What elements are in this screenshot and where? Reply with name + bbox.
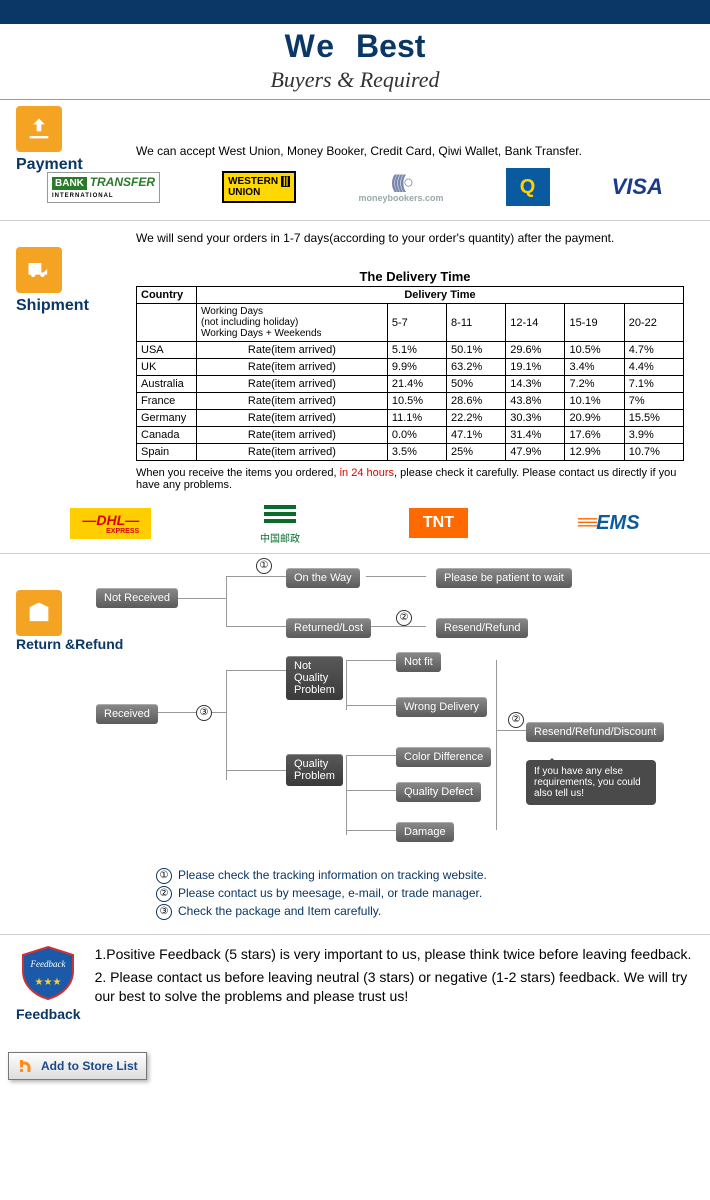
- table-row: FranceRate(item arrived)10.5%28.6%43.8%1…: [137, 393, 684, 410]
- feedback-text: 1.Positive Feedback (5 stars) is very im…: [95, 945, 694, 1006]
- table-title: The Delivery Time: [136, 269, 694, 284]
- qiwi-logo: Q: [506, 168, 550, 206]
- node-received: Received: [96, 704, 158, 724]
- shipment-label: Shipment: [16, 297, 89, 315]
- notes: ① Please check the tracking information o…: [156, 868, 694, 920]
- add-to-store-button[interactable]: Add to Store List: [8, 1052, 147, 1080]
- th-country: Country: [137, 287, 197, 304]
- feedback-line-2: 2. Please contact us before leaving neut…: [95, 968, 694, 1006]
- circle-2: ②: [396, 610, 412, 626]
- note-1: Please check the tracking information on…: [178, 868, 487, 884]
- shipping-logos: —DHL—EXPRESS 中国邮政 TNT ≡≡EMS: [16, 501, 694, 545]
- node-qp: Quality Problem: [286, 754, 343, 786]
- dhl-logo: —DHL—EXPRESS: [70, 508, 151, 539]
- note-3: Check the package and Item carefully.: [178, 904, 381, 920]
- table-row: SpainRate(item arrived)3.5%25%47.9%12.9%…: [137, 444, 684, 461]
- delivery-table: Country Delivery Time Working Days(not i…: [136, 286, 684, 461]
- node-notfit: Not fit: [396, 652, 441, 672]
- note-num-2: ②: [156, 886, 172, 902]
- node-rrd: Resend/Refund/Discount: [526, 722, 664, 742]
- circle-1: ①: [256, 558, 272, 574]
- shipment-intro: We will send your orders in 1-7 days(acc…: [136, 231, 694, 245]
- col-0: 5-7: [387, 304, 446, 342]
- flowchart: Not Received ① On the Way Please be pati…: [136, 560, 694, 860]
- return-label: Return &Refund: [16, 636, 126, 652]
- moneybookers-logo: ((((○moneybookers.com: [358, 172, 443, 203]
- visa-logo: VISA: [612, 174, 663, 200]
- table-row: USARate(item arrived)5.1%50.1%29.6%10.5%…: [137, 342, 684, 359]
- svg-text:★★★: ★★★: [35, 977, 62, 988]
- shipment-section: We will send your orders in 1-7 days(acc…: [0, 221, 710, 554]
- title-best: Best: [356, 28, 425, 64]
- western-union-logo: WESTERN ||UNION: [222, 171, 296, 203]
- title-band: We Best Buyers & Required: [0, 24, 710, 100]
- table-row: UKRate(item arrived)9.9%63.2%19.1%3.4%4.…: [137, 359, 684, 376]
- node-patient: Please be patient to wait: [436, 568, 572, 588]
- circle-2b: ②: [508, 712, 524, 728]
- note-num-1: ①: [156, 868, 172, 884]
- node-on-way: On the Way: [286, 568, 360, 588]
- after-table-note: When you receive the items you ordered, …: [136, 467, 694, 491]
- circle-3: ③: [196, 705, 212, 721]
- china-post-logo: 中国邮政: [260, 501, 300, 545]
- table-row: AustraliaRate(item arrived)21.4%50%14.3%…: [137, 376, 684, 393]
- feedback-section: Feedback ★★★ Feedback 1.Positive Feedbac…: [0, 935, 710, 1042]
- feedback-shield: Feedback ★★★ Feedback: [16, 945, 81, 1022]
- shipment-icon: [16, 247, 62, 293]
- page-title: We Best: [285, 28, 426, 65]
- svg-text:Feedback: Feedback: [30, 959, 67, 969]
- tnt-logo: TNT: [409, 508, 468, 538]
- node-not-received: Not Received: [96, 588, 178, 608]
- return-section: Return &Refund Not Received ①: [0, 554, 710, 935]
- subtitle: Buyers & Required: [0, 67, 710, 93]
- col-1: 8-11: [447, 304, 506, 342]
- node-qdefect: Quality Defect: [396, 782, 481, 802]
- table-row: CanadaRate(item arrived)0.0%47.1%31.4%17…: [137, 427, 684, 444]
- payment-text: We can accept West Union, Money Booker, …: [136, 144, 694, 158]
- payment-logos: BANK TRANSFER INTERNATIONAL WESTERN ||UN…: [16, 168, 694, 206]
- payment-section: Payment We can accept West Union, Money …: [0, 100, 710, 221]
- note-num-3: ③: [156, 904, 172, 920]
- table-row: GermanyRate(item arrived)11.1%22.2%30.3%…: [137, 410, 684, 427]
- col-3: 15-19: [565, 304, 624, 342]
- add-to-store-label: Add to Store List: [41, 1059, 138, 1073]
- col-2: 12-14: [506, 304, 565, 342]
- feedback-line-1: 1.Positive Feedback (5 stars) is very im…: [95, 945, 694, 964]
- node-wrong: Wrong Delivery: [396, 697, 487, 717]
- node-nqp: Not Quality Problem: [286, 656, 343, 700]
- top-bar: [0, 0, 710, 24]
- return-icon: [16, 590, 62, 636]
- node-colordiff: Color Difference: [396, 747, 491, 767]
- node-damage: Damage: [396, 822, 454, 842]
- working-days-cell: Working Days(not including holiday)Worki…: [197, 304, 388, 342]
- node-returned: Returned/Lost: [286, 618, 371, 638]
- payment-icon: [16, 106, 62, 152]
- th-delivery: Delivery Time: [197, 287, 684, 304]
- node-resend1: Resend/Refund: [436, 618, 528, 638]
- ems-logo: ≡≡EMS: [577, 512, 640, 535]
- col-4: 20-22: [624, 304, 683, 342]
- speech-bubble: If you have any else requirements, you c…: [526, 760, 656, 805]
- feedback-label: Feedback: [16, 1006, 81, 1022]
- title-we: We: [285, 28, 336, 64]
- note-2: Please contact us by meesage, e-mail, or…: [178, 886, 482, 902]
- bank-transfer-logo: BANK TRANSFER INTERNATIONAL: [47, 172, 160, 203]
